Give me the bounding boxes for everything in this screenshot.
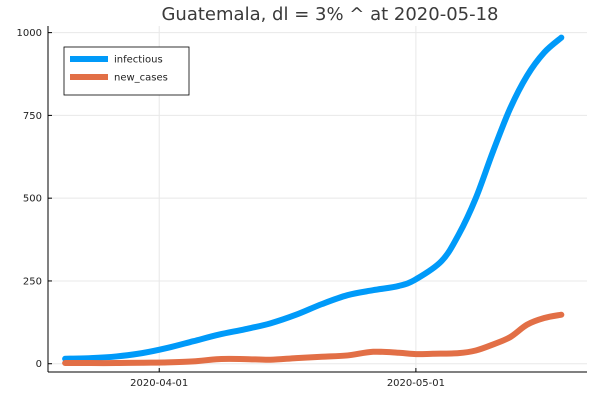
series-layer [62,34,565,367]
x-tick-label: 2020-04-01 [130,378,188,389]
series-line-infectious [62,34,565,362]
series-line-new-cases [62,311,565,367]
x-tick-label: 2020-05-01 [387,378,445,389]
legend-label-new-cases: new_cases [114,73,168,84]
legend-label-infectious: infectious [114,55,163,66]
y-tick-label: 1000 [17,28,42,39]
y-tick-label: 250 [23,276,42,287]
y-tick-label: 0 [36,359,42,370]
legend-box [63,46,190,96]
chart-title: Guatemala, dl = 3% ^ at 2020-05-18 [161,4,498,25]
legend: infectious new_cases [63,46,190,96]
y-tick-label: 500 [23,194,42,205]
axes: 0 250 500 750 1000 2020-04-01 2020-05-01 [17,26,587,389]
y-tick-label: 750 [23,111,42,122]
